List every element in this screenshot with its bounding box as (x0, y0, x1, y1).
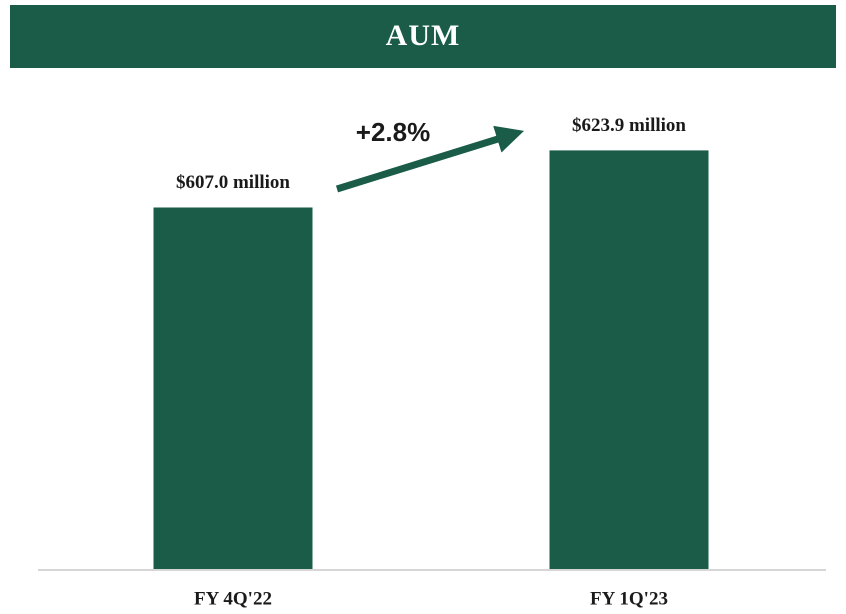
chart-title: AUM (386, 19, 461, 52)
bar (153, 207, 313, 569)
annotation: +2.8% (356, 117, 430, 147)
growth-arrow (335, 125, 525, 193)
x-tick-label: FY 1Q'23 (590, 588, 668, 609)
x-tick-label: FY 4Q'22 (194, 588, 272, 609)
value-label: $607.0 million (176, 172, 290, 193)
bar (549, 150, 709, 569)
value-label: $623.9 million (572, 115, 686, 136)
title-banner (10, 5, 836, 68)
